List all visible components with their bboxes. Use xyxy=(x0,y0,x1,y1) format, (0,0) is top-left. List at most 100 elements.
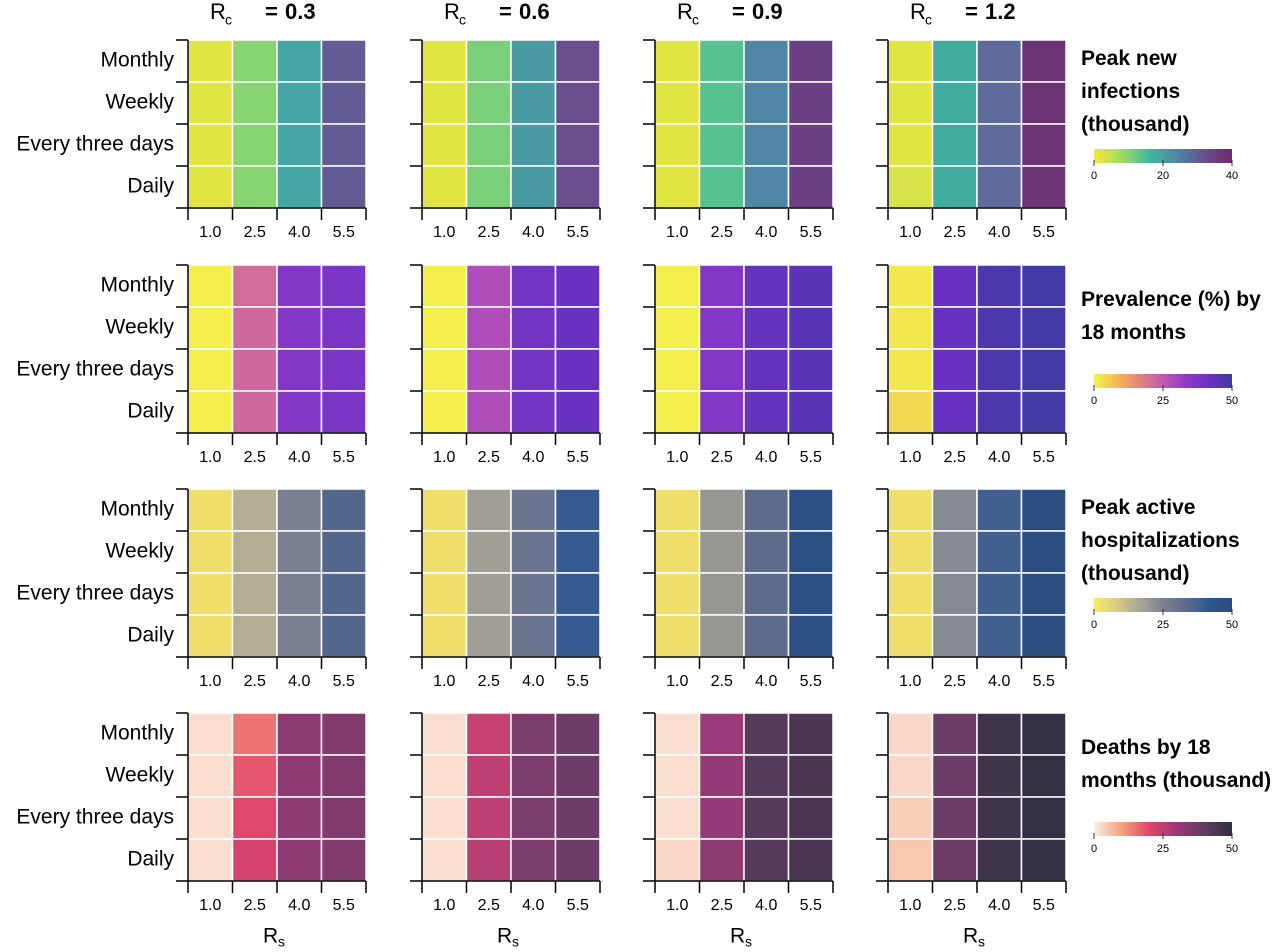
heat-cell xyxy=(698,572,745,616)
heat-cell xyxy=(1020,348,1067,392)
x-tick-label: 2.5 xyxy=(944,673,966,690)
x-tick-label: 4.0 xyxy=(288,224,310,241)
heat-cell xyxy=(654,838,701,882)
heat-cell xyxy=(320,123,367,167)
heat-cell xyxy=(976,754,1023,798)
heat-cell xyxy=(465,306,512,350)
heat-cell xyxy=(187,306,234,350)
y-tick-label: Monthly xyxy=(100,49,174,72)
x-tick-label: 2.5 xyxy=(944,449,966,466)
heat-cell xyxy=(320,39,367,83)
x-tick-label: 5.5 xyxy=(333,224,355,241)
col-title-r: R xyxy=(444,0,460,24)
x-tick-label: 2.5 xyxy=(711,449,733,466)
heat-cell xyxy=(187,488,234,532)
heat-cell xyxy=(787,306,834,350)
heat-cell xyxy=(421,348,468,392)
heat-cell xyxy=(510,306,557,350)
heat-cell xyxy=(654,348,701,392)
x-tick-label: 5.5 xyxy=(1033,224,1055,241)
y-tick-label: Every three days xyxy=(16,358,174,381)
heat-cell xyxy=(1020,838,1067,882)
heat-cell xyxy=(887,838,934,882)
heat-cell xyxy=(510,123,557,167)
heat-cell xyxy=(465,264,512,308)
x-tick-label: 1.0 xyxy=(666,673,688,690)
heat-cell xyxy=(654,530,701,574)
x-tick-label: 4.0 xyxy=(522,449,544,466)
heat-cell xyxy=(510,838,557,882)
heat-cell xyxy=(743,754,790,798)
x-tick-label: 5.5 xyxy=(1033,897,1055,914)
heat-cell xyxy=(276,712,323,756)
heat-cell xyxy=(231,530,278,574)
y-tick-label: Monthly xyxy=(100,498,174,521)
x-tick-label: 4.0 xyxy=(988,897,1010,914)
heat-cell xyxy=(187,264,234,308)
col-title-sep: = xyxy=(732,0,745,24)
heat-cell xyxy=(1020,712,1067,756)
heat-cell xyxy=(698,488,745,532)
heat-cell xyxy=(510,754,557,798)
heat-cell xyxy=(698,81,745,125)
heat-cell xyxy=(931,390,978,434)
heat-cell xyxy=(787,390,834,434)
x-tick-label: 1.0 xyxy=(433,449,455,466)
heat-cell xyxy=(743,264,790,308)
heat-cell xyxy=(1020,530,1067,574)
heat-cell xyxy=(554,838,601,882)
y-tick-label: Every three days xyxy=(16,806,174,829)
heat-cell xyxy=(421,123,468,167)
heat-cell xyxy=(187,838,234,882)
heat-cell xyxy=(187,123,234,167)
heat-cell xyxy=(654,488,701,532)
heat-cell xyxy=(976,712,1023,756)
heat-cell xyxy=(887,488,934,532)
heat-cell xyxy=(887,614,934,658)
heat-cell xyxy=(743,530,790,574)
heat-cell xyxy=(554,530,601,574)
heat-cell xyxy=(276,754,323,798)
x-tick-label: 5.5 xyxy=(333,897,355,914)
row-title: Peak new infections (thousand) xyxy=(1081,46,1190,136)
heat-cell xyxy=(743,306,790,350)
x-tick-label: 1.0 xyxy=(199,897,221,914)
heat-cell xyxy=(787,572,834,616)
heat-cell xyxy=(276,796,323,840)
heat-cell xyxy=(554,488,601,532)
heat-cell xyxy=(743,123,790,167)
heat-cell xyxy=(320,754,367,798)
heat-cell xyxy=(187,530,234,574)
x-tick-label: 5.5 xyxy=(333,673,355,690)
heat-cell xyxy=(1020,264,1067,308)
x-tick-label: 4.0 xyxy=(522,897,544,914)
heat-cell xyxy=(976,838,1023,882)
heat-cell xyxy=(554,81,601,125)
heat-cell xyxy=(276,390,323,434)
heat-cell xyxy=(276,530,323,574)
x-tick-label: 1.0 xyxy=(666,449,688,466)
heat-cell xyxy=(421,754,468,798)
x-tick-label: 4.0 xyxy=(522,673,544,690)
heat-cell xyxy=(276,264,323,308)
heat-cell xyxy=(320,488,367,532)
heat-cell xyxy=(510,572,557,616)
heat-cell xyxy=(887,572,934,616)
heat-cell xyxy=(231,712,278,756)
heat-cell xyxy=(187,754,234,798)
heat-cell xyxy=(465,165,512,209)
x-title-r: R xyxy=(263,925,278,948)
heat-cell xyxy=(231,306,278,350)
heat-cell xyxy=(320,348,367,392)
heat-cell xyxy=(698,530,745,574)
x-tick-label: 1.0 xyxy=(433,673,455,690)
heat-cell xyxy=(276,306,323,350)
y-tick-label: Weekly xyxy=(106,91,175,114)
y-tick-label: Weekly xyxy=(106,764,175,787)
x-tick-label: 2.5 xyxy=(244,897,266,914)
x-tick-label: 2.5 xyxy=(711,224,733,241)
heat-cell xyxy=(698,123,745,167)
heat-cell xyxy=(231,488,278,532)
heat-cell xyxy=(554,572,601,616)
